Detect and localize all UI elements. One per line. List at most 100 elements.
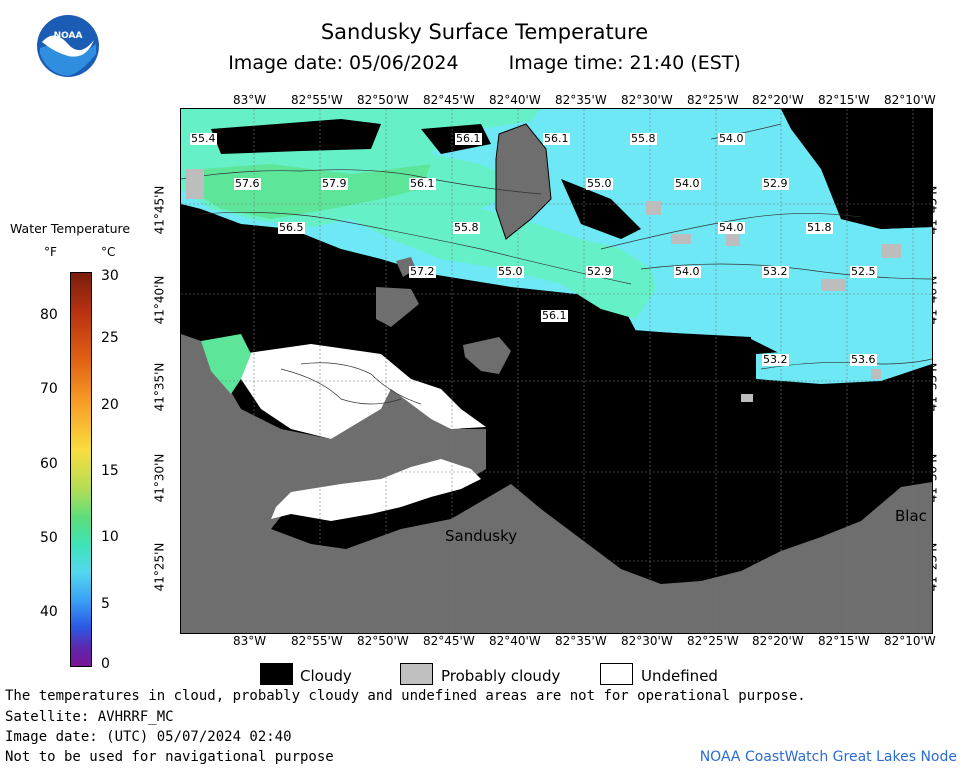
- temp-label: 56.1: [543, 132, 570, 145]
- f-tick: 50: [40, 530, 58, 546]
- lat-label: 41°40'N: [152, 275, 167, 325]
- temp-label: 55.4: [190, 132, 217, 145]
- temp-label: 53.6: [850, 353, 877, 366]
- undefined-area: [271, 459, 481, 521]
- lon-label: 82°25'W: [687, 634, 739, 648]
- utc-date-text: Image date: (UTC) 05/07/2024 02:40: [5, 729, 292, 745]
- lon-label: 82°30'W: [621, 93, 673, 107]
- sandusky-label: Sandusky: [445, 527, 518, 545]
- lon-label: 83°W: [233, 93, 267, 107]
- image-datetime: Image date: 05/06/2024 Image time: 21:40…: [0, 52, 969, 74]
- probably-cloudy-speckles: [186, 169, 901, 402]
- cloud-mass: [481, 329, 932, 579]
- lon-label: 82°35'W: [555, 634, 607, 648]
- c-tick: 5: [101, 596, 110, 612]
- temp-label: 55.8: [453, 221, 480, 234]
- lon-label: 82°40'W: [489, 93, 541, 107]
- coastwatch-node-label: NOAA CoastWatch Great Lakes Node: [699, 749, 957, 765]
- temp-label: 56.5: [278, 221, 305, 234]
- legend-undefined-swatch: [600, 663, 633, 685]
- lon-label: 82°20'W: [752, 634, 804, 648]
- temp-label: 52.9: [586, 265, 613, 278]
- logo-text: NOAA: [54, 31, 83, 41]
- lon-label: 82°55'W: [291, 634, 343, 648]
- lon-label: 82°50'W: [357, 93, 409, 107]
- lon-label: 82°55'W: [291, 93, 343, 107]
- lon-label: 82°35'W: [555, 93, 607, 107]
- c-tick: 25: [101, 330, 119, 346]
- temp-label: 57.2: [409, 265, 436, 278]
- unit-fahrenheit: °F: [44, 245, 57, 259]
- temp-label: 52.5: [850, 265, 877, 278]
- lon-label: 82°15'W: [818, 634, 870, 648]
- temp-label: 51.8: [806, 221, 833, 234]
- cool-water-region: [756, 339, 932, 384]
- lon-label: 82°50'W: [357, 634, 409, 648]
- lon-label: 82°45'W: [423, 634, 475, 648]
- c-tick: 30: [101, 268, 119, 284]
- legend-probably-cloudy-label: Probably cloudy: [441, 667, 561, 685]
- unit-celsius: °C: [101, 245, 116, 259]
- navigation-warning: Not to be used for navigational purpose: [5, 749, 334, 765]
- isotherms: [181, 123, 932, 405]
- warm-water-region: [196, 164, 431, 219]
- temp-label: 57.9: [321, 177, 348, 190]
- temp-label: 55.0: [497, 265, 524, 278]
- cloud-blob: [561, 179, 641, 239]
- temp-label: 53.2: [762, 265, 789, 278]
- land-area: [181, 334, 932, 633]
- temperature-map: 55.4 56.1 56.1 55.8 54.0 57.6 57.9 56.1 …: [180, 108, 933, 634]
- temp-label: 53.2: [762, 353, 789, 366]
- lon-label: 83°W: [233, 634, 267, 648]
- lon-label: 82°10'W: [884, 634, 936, 648]
- temp-label: 56.1: [455, 132, 482, 145]
- image-date: Image date: 05/06/2024: [228, 52, 459, 74]
- legend-cloudy-label: Cloudy: [300, 667, 352, 685]
- colorbar-title: Water Temperature: [10, 221, 131, 236]
- lon-label: 82°15'W: [818, 93, 870, 107]
- island-shape: [376, 287, 419, 327]
- lat-label: 41°35'N: [152, 362, 167, 412]
- f-tick: 40: [40, 604, 58, 620]
- temp-label: 56.1: [541, 309, 568, 322]
- blac-label: Blac: [895, 507, 927, 525]
- temp-label: 54.0: [674, 265, 701, 278]
- cloud-blob: [781, 109, 932, 229]
- lon-label: 82°20'W: [752, 93, 804, 107]
- lon-label: 82°25'W: [687, 93, 739, 107]
- map-title: Sandusky Surface Temperature: [320, 20, 649, 44]
- lon-label: 82°10'W: [884, 93, 936, 107]
- temp-label: 52.9: [762, 177, 789, 190]
- lon-label: 82°40'W: [489, 634, 541, 648]
- lon-label: 82°45'W: [423, 93, 475, 107]
- legend-cloudy-swatch: [260, 663, 293, 685]
- warm-water-region: [201, 334, 251, 394]
- temp-label: 54.0: [718, 221, 745, 234]
- island-shape: [463, 337, 511, 374]
- temp-label: 54.0: [674, 177, 701, 190]
- lat-label: 41°25'N: [152, 542, 167, 592]
- graticule: [181, 109, 932, 633]
- colorbar: [70, 272, 92, 667]
- c-tick: 20: [101, 397, 119, 413]
- lat-label: 41°30'N: [152, 453, 167, 503]
- lon-label: 82°30'W: [621, 634, 673, 648]
- f-tick: 80: [40, 307, 58, 323]
- image-time: Image time: 21:40 (EST): [508, 52, 741, 74]
- cloud-blob: [211, 119, 381, 154]
- undefined-area: [241, 344, 486, 439]
- c-tick: 10: [101, 529, 119, 545]
- temp-label: 55.8: [630, 132, 657, 145]
- c-tick: 15: [101, 463, 119, 479]
- legend-undefined-label: Undefined: [641, 667, 718, 685]
- temp-label: 56.1: [409, 177, 436, 190]
- temp-label: 55.0: [586, 177, 613, 190]
- f-tick: 70: [40, 381, 58, 397]
- noaa-logo: NOAA: [36, 14, 100, 78]
- lat-label: 41°45'N: [152, 185, 167, 235]
- disclaimer-text: The temperatures in cloud, probably clou…: [5, 688, 806, 704]
- kelleys-island: [495, 123, 552, 240]
- mid-water-region: [181, 109, 656, 319]
- temp-label: 57.6: [234, 177, 261, 190]
- c-tick: 0: [101, 656, 110, 672]
